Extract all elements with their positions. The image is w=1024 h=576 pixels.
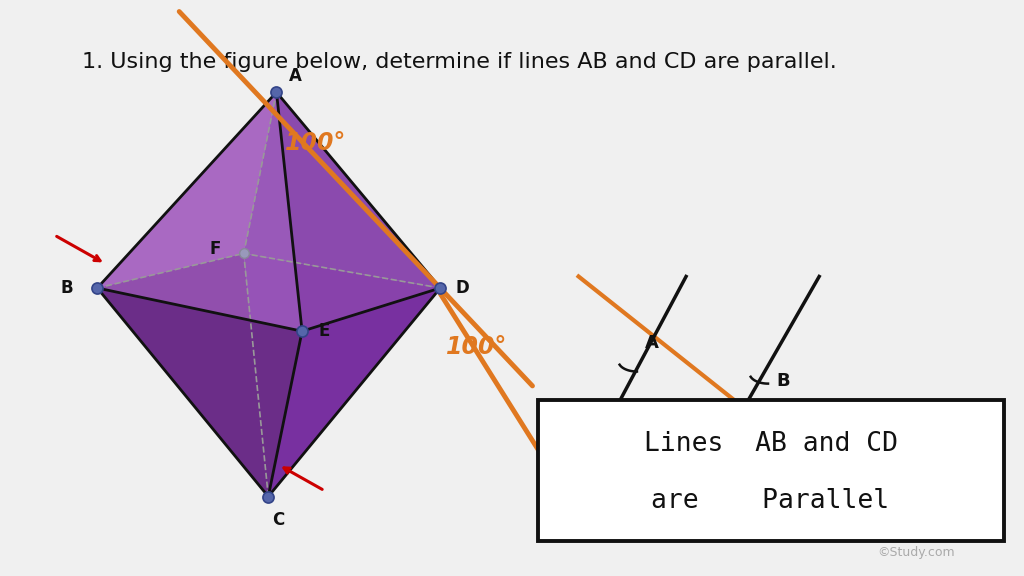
Text: C: C (272, 510, 285, 529)
Polygon shape (97, 92, 302, 331)
Polygon shape (97, 92, 276, 288)
Text: ∠ A = ∠ B: ∠ A = ∠ B (651, 419, 762, 439)
Text: 100°: 100° (446, 335, 508, 359)
Text: A: A (289, 67, 301, 85)
Polygon shape (97, 288, 302, 497)
Text: 100°: 100° (285, 131, 346, 155)
Text: B: B (60, 279, 73, 297)
FancyBboxPatch shape (538, 400, 1004, 541)
Text: ©Study.com: ©Study.com (878, 545, 955, 559)
Text: E: E (318, 322, 331, 340)
Text: F: F (209, 240, 221, 258)
Text: are    Parallel: are Parallel (651, 488, 890, 514)
Text: Lines  AB and CD: Lines AB and CD (643, 431, 898, 457)
Polygon shape (97, 253, 268, 497)
Text: B: B (776, 372, 790, 390)
Polygon shape (244, 253, 440, 497)
Text: 1. Using the figure below, determine if lines AB and CD are parallel.: 1. Using the figure below, determine if … (82, 52, 837, 72)
Polygon shape (268, 288, 440, 497)
Polygon shape (244, 92, 440, 288)
Text: A: A (645, 335, 659, 353)
Polygon shape (276, 92, 440, 331)
Text: D: D (456, 279, 470, 297)
